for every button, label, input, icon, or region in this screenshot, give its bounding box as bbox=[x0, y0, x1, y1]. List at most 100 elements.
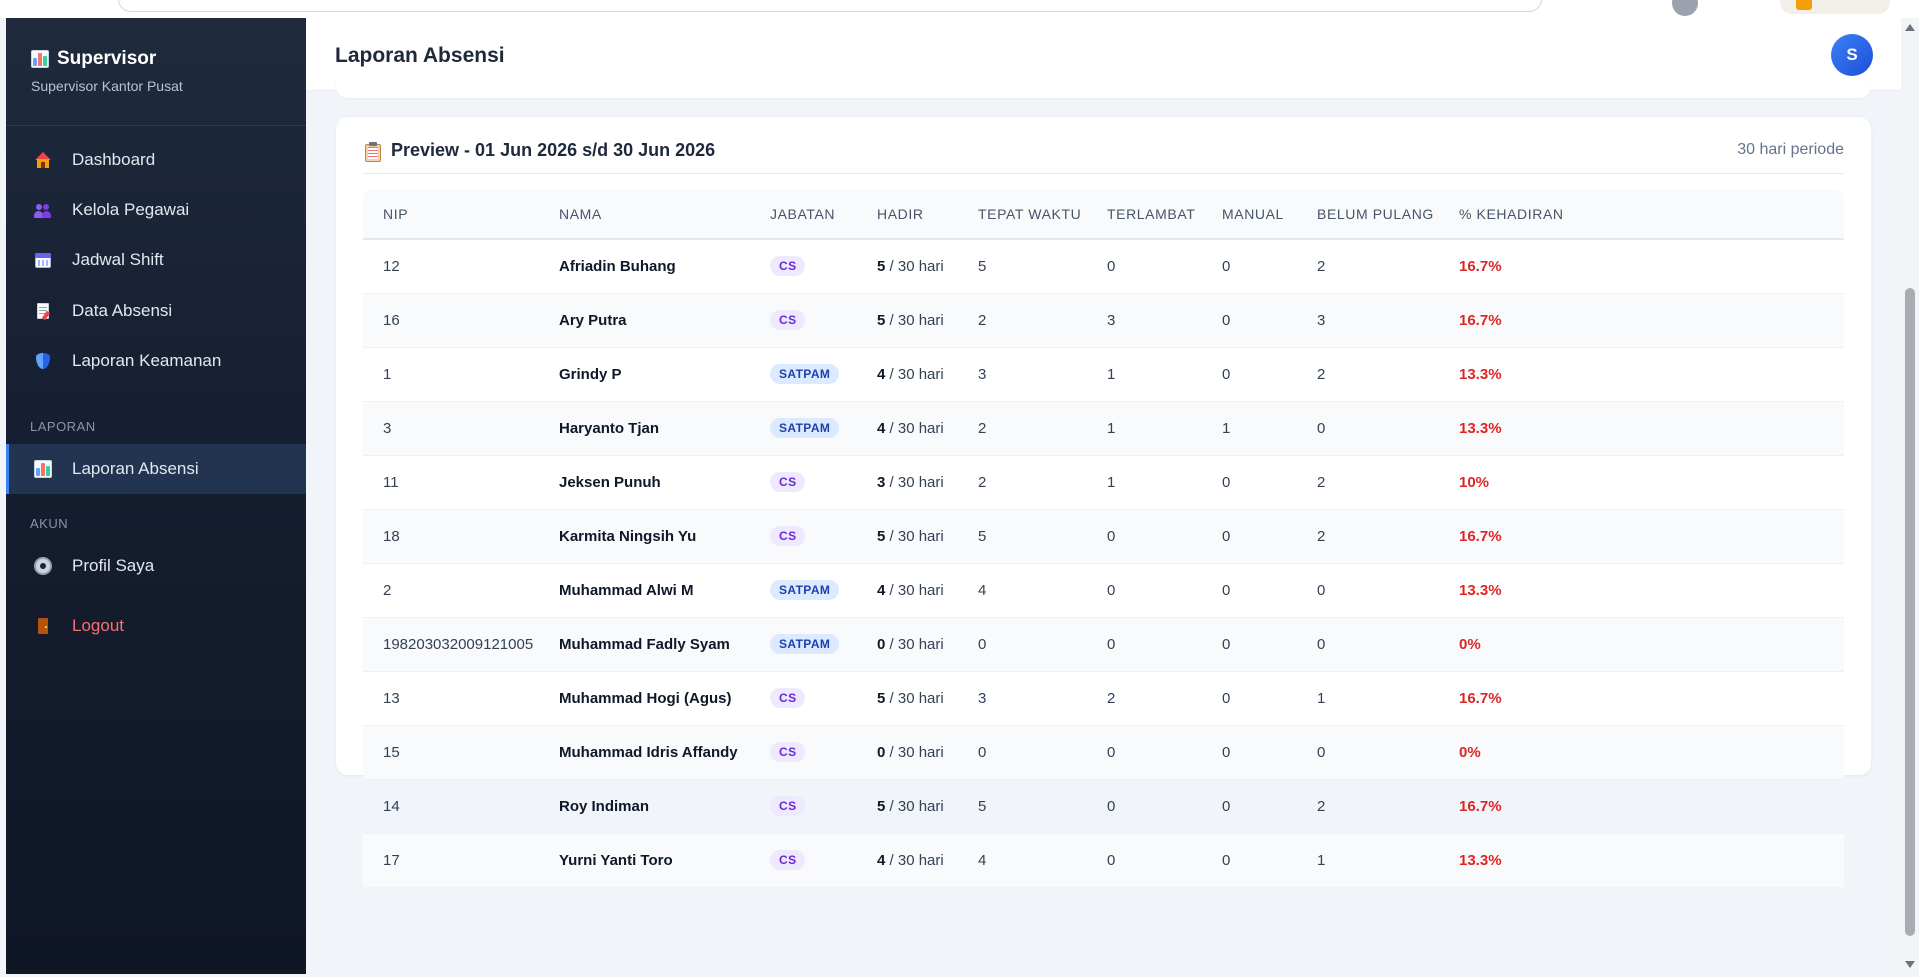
table-header-row: NIP NAMA JABATAN HADIR TEPAT WAKTU TERLA… bbox=[363, 189, 1844, 240]
kehadiran-percent: 16.7% bbox=[1459, 797, 1502, 815]
column-header-nip[interactable]: NIP bbox=[363, 189, 539, 240]
cell-jabatan: CS bbox=[750, 725, 857, 780]
card-title: Preview - 01 Jun 2026 s/d 30 Jun 2026 bbox=[391, 140, 716, 160]
sidebar-item-laporan-keamanan[interactable]: Laporan Keamanan bbox=[6, 336, 306, 386]
cell-nama: Muhammad Idris Affandy bbox=[539, 725, 750, 780]
table-row[interactable]: 18 Karmita Ningsih Yu CS 5 / 30 hari 5 0 0 2 16.… bbox=[363, 509, 1844, 564]
table-row[interactable]: 15 Muhammad Idris Affandy CS 0 / 30 hari 0 0 0… bbox=[363, 725, 1844, 780]
column-header-terlambat[interactable]: TERLAMBAT bbox=[1087, 189, 1202, 240]
cell-tepat-waktu: 3 bbox=[958, 347, 1087, 402]
column-header-tepat-waktu[interactable]: TEPAT WAKTU bbox=[958, 189, 1087, 240]
sidebar-item-jadwal-shift[interactable]: Jadwal Shift bbox=[6, 235, 306, 285]
cell-hadir: 5 / 30 hari bbox=[857, 239, 958, 294]
table-row[interactable]: 14 Roy Indiman CS 5 / 30 hari 5 0 0 2 16.7% bbox=[363, 779, 1844, 834]
table-row[interactable]: 1 Grindy P SATPAM 4 / 30 hari 3 1 0 2 13.3% bbox=[363, 347, 1844, 402]
avatar[interactable]: S bbox=[1831, 34, 1873, 76]
clipboard-icon bbox=[365, 142, 381, 162]
bar-chart-icon bbox=[34, 460, 52, 478]
sidebar-section-laporan: LAPORAN bbox=[30, 419, 96, 434]
cell-nip: 17 bbox=[363, 833, 539, 887]
cell-jabatan: CS bbox=[750, 671, 857, 726]
column-header-manual[interactable]: MANUAL bbox=[1202, 189, 1297, 240]
bar-chart-icon bbox=[31, 50, 49, 68]
scroll-up-arrow-icon[interactable] bbox=[1905, 24, 1915, 31]
hadir-suffix: / 30 hari bbox=[885, 851, 944, 869]
table-row[interactable]: 11 Jeksen Punuh CS 3 / 30 hari 2 1 0 2 10% bbox=[363, 455, 1844, 510]
house-icon bbox=[34, 151, 52, 169]
cell-jabatan: SATPAM bbox=[750, 563, 857, 618]
cell-jabatan: CS bbox=[750, 833, 857, 887]
cell-hadir: 0 / 30 hari bbox=[857, 617, 958, 672]
table-row[interactable]: 12 Afriadin Buhang CS 5 / 30 hari 5 0 0 2 16.7% bbox=[363, 239, 1844, 294]
browser-address-bar[interactable] bbox=[118, 0, 1542, 12]
cell-hadir: 5 / 30 hari bbox=[857, 293, 958, 348]
cell-terlambat: 1 bbox=[1087, 347, 1202, 402]
table-row[interactable]: 2 Muhammad Alwi M SATPAM 4 / 30 hari 4 0 0 0 13.… bbox=[363, 563, 1844, 618]
kehadiran-percent: 10% bbox=[1459, 473, 1490, 491]
table-row[interactable]: 3 Haryanto Tjan SATPAM 4 / 30 hari 2 1 1 0 13.3% bbox=[363, 401, 1844, 456]
sidebar-item-laporan-absensi[interactable]: Laporan Absensi bbox=[6, 444, 306, 494]
cell-nama: Jeksen Punuh bbox=[539, 455, 750, 510]
cell-manual: 0 bbox=[1202, 293, 1297, 348]
jabatan-badge: CS bbox=[770, 850, 806, 871]
sidebar-item-profil-saya[interactable]: Profil Saya bbox=[6, 541, 306, 591]
cell-nip: 14 bbox=[363, 779, 539, 834]
cell-nama: Haryanto Tjan bbox=[539, 401, 750, 456]
cell-nama: Afriadin Buhang bbox=[539, 239, 750, 294]
cell-belum-pulang: 2 bbox=[1297, 239, 1439, 294]
sidebar-item-label: Logout bbox=[72, 616, 124, 635]
people-icon bbox=[34, 201, 52, 219]
hadir-suffix: / 30 hari bbox=[885, 257, 944, 275]
sidebar-item-kelola-pegawai[interactable]: Kelola Pegawai bbox=[6, 185, 306, 235]
cell-belum-pulang: 2 bbox=[1297, 347, 1439, 402]
app-window: Supervisor Supervisor Kantor Pusat Dashb… bbox=[6, 18, 1901, 974]
column-header-hadir[interactable]: HADIR bbox=[857, 189, 958, 240]
column-header-jabatan[interactable]: JABATAN bbox=[750, 189, 857, 240]
column-header-kehadiran[interactable]: % KEHADIRAN bbox=[1439, 189, 1844, 240]
sidebar-divider bbox=[6, 125, 306, 126]
jabatan-badge: CS bbox=[770, 688, 806, 708]
hadir-suffix: / 30 hari bbox=[885, 365, 944, 383]
cell-nama: Muhammad Fadly Syam bbox=[539, 617, 750, 672]
cell-manual: 0 bbox=[1202, 239, 1297, 294]
kehadiran-percent: 13.3% bbox=[1459, 419, 1502, 437]
kehadiran-percent: 16.7% bbox=[1459, 689, 1502, 707]
page-scrollbar[interactable] bbox=[1901, 18, 1919, 974]
cell-kehadiran: 16.7% bbox=[1439, 509, 1844, 564]
sidebar-item-label: Data Absensi bbox=[72, 301, 173, 320]
browser-top-strip bbox=[0, 0, 1919, 18]
scrollbar-thumb[interactable] bbox=[1905, 288, 1915, 936]
hadir-count: 4 bbox=[877, 581, 886, 599]
table-row[interactable]: 16 Ary Putra CS 5 / 30 hari 2 3 0 3 16.7% bbox=[363, 293, 1844, 348]
cell-terlambat: 0 bbox=[1087, 779, 1202, 834]
cell-tepat-waktu: 5 bbox=[958, 509, 1087, 564]
scroll-down-arrow-icon[interactable] bbox=[1905, 961, 1915, 968]
cell-tepat-waktu: 4 bbox=[958, 833, 1087, 887]
hadir-suffix: / 30 hari bbox=[885, 419, 944, 437]
hadir-suffix: / 30 hari bbox=[885, 635, 944, 653]
hadir-count: 0 bbox=[877, 635, 886, 653]
sidebar-item-logout[interactable]: Logout bbox=[6, 601, 306, 651]
cell-manual: 0 bbox=[1202, 563, 1297, 618]
cell-kehadiran: 0% bbox=[1439, 725, 1844, 780]
cell-nip: 198203032009121005 bbox=[363, 617, 539, 672]
table-row[interactable]: 13 Muhammad Hogi (Agus) CS 5 / 30 hari 3 2 0 1 1… bbox=[363, 671, 1844, 726]
sidebar-item-label: Jadwal Shift bbox=[72, 250, 164, 269]
cell-kehadiran: 16.7% bbox=[1439, 293, 1844, 348]
period-count: 30 hari periode bbox=[1737, 141, 1844, 158]
column-header-nama[interactable]: NAMA bbox=[539, 189, 750, 240]
table-row[interactable]: 198203032009121005 Muhammad Fadly Syam SAT… bbox=[363, 617, 1844, 672]
sidebar-item-label: Dashboard bbox=[72, 150, 156, 169]
sidebar-item-label: Kelola Pegawai bbox=[72, 200, 190, 219]
hadir-count: 5 bbox=[877, 311, 886, 329]
browser-extension-icon[interactable] bbox=[1796, 0, 1812, 10]
sidebar-item-dashboard[interactable]: Dashboard bbox=[6, 135, 306, 185]
hadir-count: 4 bbox=[877, 365, 886, 383]
kehadiran-percent: 16.7% bbox=[1459, 257, 1502, 275]
table-row[interactable]: 17 Yurni Yanti Toro CS 4 / 30 hari 4 0 0 1 13.3% bbox=[363, 833, 1844, 887]
column-header-belum-pulang[interactable]: BELUM PULANG bbox=[1297, 189, 1439, 240]
sidebar-item-data-absensi[interactable]: Data Absensi bbox=[6, 286, 306, 336]
browser-profile-icon[interactable] bbox=[1672, 0, 1698, 16]
cell-hadir: 0 / 30 hari bbox=[857, 725, 958, 780]
hadir-suffix: / 30 hari bbox=[885, 473, 944, 491]
